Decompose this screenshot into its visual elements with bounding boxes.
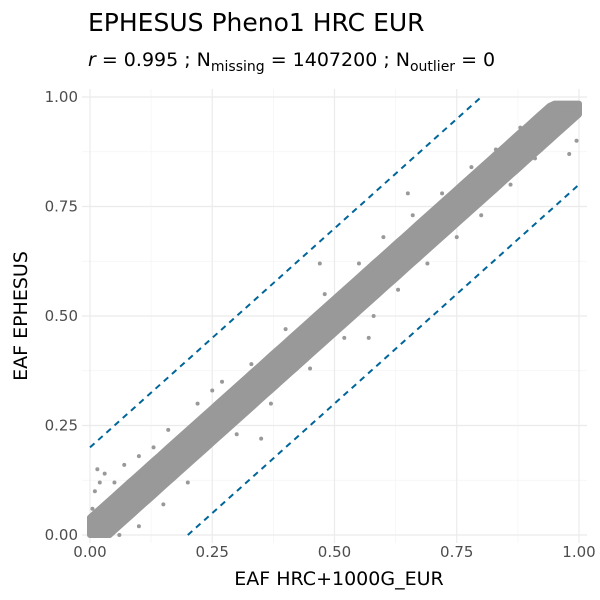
x-axis-title: EAF HRC+1000G_EUR	[234, 568, 443, 590]
chart-title: EPHESUS Pheno1 HRC EUR	[88, 8, 425, 37]
scatter-point	[454, 235, 459, 240]
scatter-point	[405, 191, 410, 196]
subtitle-missing-text: = 1407200 ; N	[265, 49, 410, 71]
scatter-point	[508, 182, 513, 187]
scatter-point	[567, 151, 572, 156]
y-tick-label: 0.25	[45, 417, 78, 435]
scatter-point	[220, 379, 225, 384]
scatter-point	[342, 335, 347, 340]
y-axis-title: EAF EPHESUS	[10, 251, 32, 381]
scatter-point	[562, 125, 567, 130]
scatter-point	[396, 287, 401, 292]
scatter-point	[90, 506, 95, 511]
subtitle-r-symbol: r	[88, 49, 97, 71]
scatter-point	[97, 480, 102, 485]
scatter-point	[532, 156, 537, 161]
scatter-point	[112, 480, 117, 485]
x-axis-ticks: 0.00 0.25 0.50 0.75 1.00	[73, 543, 595, 561]
x-tick-label: 1.00	[562, 543, 595, 561]
x-tick-label: 0.00	[73, 543, 106, 561]
subtitle-outlier-subscript: outlier	[410, 59, 455, 75]
y-tick-label: 0.50	[45, 307, 78, 325]
scatter-point	[210, 388, 215, 393]
scatter-point	[259, 436, 264, 441]
scatter-point	[151, 445, 156, 450]
scatter-point	[410, 213, 415, 218]
scatter-point	[97, 528, 102, 533]
subtitle-outlier-text: = 0	[455, 49, 495, 71]
scatter-point	[195, 401, 200, 406]
scatter-point	[366, 335, 371, 340]
x-tick-label: 0.25	[196, 543, 229, 561]
scatter-point	[479, 213, 484, 218]
scatter-point	[322, 292, 327, 297]
chart-subtitle: r = 0.995 ; Nmissing = 1407200 ; Noutlie…	[88, 49, 495, 75]
scatter-point	[234, 432, 239, 437]
scatter-point	[122, 462, 127, 467]
y-axis-ticks: 0.00 0.25 0.50 0.75 1.00	[45, 88, 78, 544]
scatter-point	[117, 533, 122, 537]
scatter-point	[136, 524, 141, 529]
x-tick-label: 0.75	[440, 543, 473, 561]
scatter-point	[95, 467, 100, 472]
scatter-point	[356, 261, 361, 266]
scatter-point	[317, 261, 322, 266]
scatter-point	[574, 138, 579, 143]
y-tick-label: 0.75	[45, 198, 78, 216]
scatter-point	[518, 125, 523, 130]
scatter-point	[493, 147, 498, 152]
scatter-point	[136, 454, 141, 459]
scatter-point	[557, 112, 562, 117]
grid	[82, 89, 587, 543]
scatter-point	[547, 138, 552, 143]
scatter-point	[92, 489, 97, 494]
y-tick-label: 0.00	[45, 526, 78, 544]
dense-point-cloud	[87, 100, 582, 538]
scatter-point	[166, 427, 171, 432]
scatter-point	[283, 327, 288, 332]
subtitle-missing-subscript: missing	[211, 59, 265, 75]
scatter-point	[268, 401, 273, 406]
scatter-point	[161, 502, 166, 507]
scatter-point	[440, 191, 445, 196]
x-tick-label: 0.50	[318, 543, 351, 561]
scatter-point	[469, 165, 474, 170]
scatter-point	[102, 471, 107, 476]
scatter-point	[425, 261, 430, 266]
scatter-point	[185, 480, 190, 485]
y-tick-label: 1.00	[45, 88, 78, 106]
scatter-point	[249, 362, 254, 367]
reference-dashed-line	[89, 96, 482, 449]
scatter-point	[381, 235, 386, 240]
scatter-point	[308, 366, 313, 371]
scatter-point	[371, 314, 376, 318]
subtitle-r-text: = 0.995 ; N	[96, 49, 211, 71]
scatter-points	[87, 100, 582, 538]
